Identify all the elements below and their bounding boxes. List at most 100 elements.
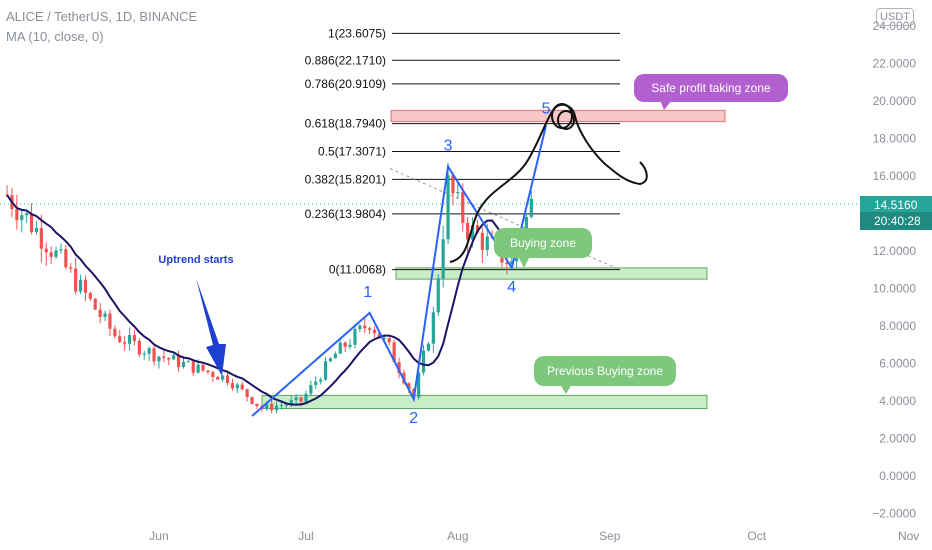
fib-label: 0.5(17.3071) [318,144,386,158]
y-tick-label: −2.0000 [872,507,916,521]
candle-body [451,175,455,194]
candle-body [279,405,284,407]
wave-label-4: 4 [507,279,516,296]
candle-body [456,192,460,194]
candle-body [372,329,377,334]
candle-body [221,375,225,380]
prev-zone-pointer [560,384,572,394]
candle-body [127,334,132,344]
candle-body [74,268,78,292]
candle-body [353,329,357,345]
candle-body [34,228,39,233]
candle-body [265,403,269,410]
chart-title: ALICE / TetherUS, 1D, BINANCE [6,9,198,24]
candle-body [176,355,181,368]
candle-body [417,372,421,398]
candle-body [108,313,112,329]
candle-body [333,353,337,359]
candle-body [529,198,533,217]
candle-body [83,279,88,293]
candle-body [240,384,244,390]
candle-body [103,313,107,317]
time-tag: 20:40:28 [860,212,932,230]
candle-body [426,343,431,351]
fib-label: 0.236(13.9804) [305,207,386,221]
candle-body [304,393,308,402]
candle-body [59,249,63,251]
candle-body [54,250,58,257]
candle-body [446,175,450,240]
candle-body [348,344,352,347]
candle-body [78,279,83,292]
candle-body [466,222,470,240]
y-tick-label: 2.0000 [879,432,916,446]
candle-body [338,342,342,354]
candle-body [44,248,48,253]
candle-body [29,213,34,233]
candle-body [421,350,426,373]
currency-badge[interactable]: USDT [876,8,914,26]
candle-body [206,370,210,373]
candle-body [98,309,102,317]
ma-line [6,194,533,406]
x-tick-label: Aug [447,529,468,543]
candle-body [382,338,386,340]
y-tick-label: 24.0000 [873,19,917,33]
candle-body [167,358,171,360]
x-tick-label: Jul [298,529,313,543]
candle-body [162,356,166,359]
candle-body [25,213,29,216]
candle-body [407,383,411,390]
candle-body [20,215,24,221]
candle-body [181,361,186,368]
candle-body [152,348,156,362]
y-tick-label: 12.0000 [873,244,917,258]
candle-body [113,328,117,337]
candle-body [225,375,230,384]
y-tick-label: 4.0000 [879,394,916,408]
prev-buying-zone-callout: Previous Buying zone [534,356,676,386]
candle-body [294,397,298,401]
candle-body [93,298,97,310]
candle-body [314,381,318,385]
candle-body [274,405,279,411]
fib-label: 0.618(18.7940) [305,117,386,131]
buying-zone-pointer [518,256,530,268]
candle-body [343,342,347,347]
candle-body [323,361,328,380]
candle-body [441,239,445,279]
y-tick-label: 0.0000 [879,469,916,483]
y-tick-label: 10.0000 [873,282,917,296]
candle-body [480,232,484,250]
fib-label: 0.382(15.8201) [305,172,386,186]
candle-body [211,372,215,377]
candle-body [485,236,489,250]
candle-body [255,403,259,407]
candle-body [132,334,137,341]
candle-body [235,384,239,389]
candle-body [147,348,151,354]
candle-body [505,262,509,264]
candle-body [319,379,323,382]
y-tick-label: 6.0000 [879,357,916,371]
candle-body [289,400,293,405]
candle-body [69,267,73,269]
fib-label: 0.886(22.1710) [305,53,386,67]
fib-label: 0(11.0068) [329,263,386,277]
candle-body [461,192,465,223]
candle-body [142,353,146,355]
candle-body [88,292,92,299]
y-tick-label: 8.0000 [879,319,916,333]
uptrend-label: Uptrend starts [158,254,234,266]
candle-body [358,325,362,330]
x-tick-label: Sep [599,529,621,543]
candle-body [377,333,382,339]
x-tick-label: Jun [149,529,168,543]
y-tick-label: 16.0000 [873,169,917,183]
candle-body [392,342,396,363]
candle-body [284,404,288,406]
candle-body [186,361,190,363]
candle-body [15,209,19,221]
candle-body [123,342,127,344]
